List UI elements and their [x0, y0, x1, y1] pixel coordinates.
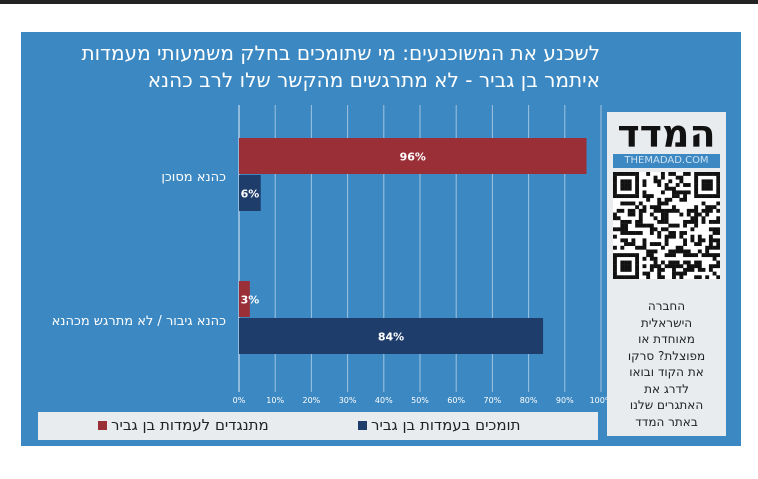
promo-line: החברה [647, 299, 686, 313]
promo-text: החברה הישראלית מאוחדת או מפוצלת? סרקו את… [611, 298, 722, 430]
legend-item-opposed: מתנגדים לעמדות בן גביר [98, 416, 269, 434]
promo-line: מאוחדת או [638, 332, 695, 346]
data-label: 6% [241, 188, 260, 201]
x-tick-label: 50% [411, 396, 429, 405]
x-tick-label: 60% [447, 396, 465, 405]
promo-line: הישראלית [640, 315, 693, 330]
promo-line: האתגרים שלנו [629, 398, 704, 412]
promo-line: מפוצלת? סרקו [627, 348, 706, 363]
bar-opposed-0 [239, 138, 587, 174]
promo-line: לדרג את [644, 381, 689, 396]
x-tick-label: 100% [590, 396, 613, 405]
x-tick-label: 90% [556, 396, 574, 405]
x-tick-label: 70% [484, 396, 502, 405]
bar-opposed-1 [239, 281, 250, 317]
site-url[interactable]: THEMADAD.COM [613, 154, 720, 168]
legend-swatch-blue [358, 420, 367, 430]
bar-supporters-1 [239, 318, 544, 354]
legend-swatch-red [98, 420, 107, 430]
x-tick-label: 0% [233, 396, 246, 405]
category-label-1: כהנא גיבור / לא מתרגש מכהנא [51, 314, 226, 329]
data-label: 84% [378, 331, 404, 344]
legend-item-supporters: תומכים בעמדות בן גביר [358, 416, 521, 434]
top-border [0, 0, 758, 4]
legend: מתנגדים לעמדות בן גביר תומכים בעמדות בן … [38, 412, 598, 440]
x-tick-label: 20% [303, 396, 321, 405]
promo-sidebar: המדד THEMADAD.COM החברה הישראלית מאוחדת … [607, 112, 726, 436]
legend-label: תומכים בעמדות בן גביר [371, 416, 521, 434]
x-tick-label: 30% [339, 396, 357, 405]
chart-title: לשכנע את המשוכנעים: מי שתומכים בחלק משמע… [81, 41, 600, 92]
logo: המדד [617, 112, 716, 156]
qr-code-icon[interactable] [613, 172, 720, 279]
x-tick-label: 10% [266, 396, 284, 405]
promo-line: את הקוד ובואו [629, 365, 704, 379]
bar-supporters-0 [239, 175, 261, 211]
data-label: 3% [241, 294, 260, 307]
legend-label: מתנגדים לעמדות בן גביר [111, 416, 269, 434]
x-tick-label: 40% [375, 396, 393, 405]
x-tick-label: 80% [520, 396, 538, 405]
data-label: 96% [400, 151, 426, 164]
category-label-0: כהנא מסוכן [161, 170, 226, 185]
promo-line: באתר המדד [635, 414, 698, 429]
